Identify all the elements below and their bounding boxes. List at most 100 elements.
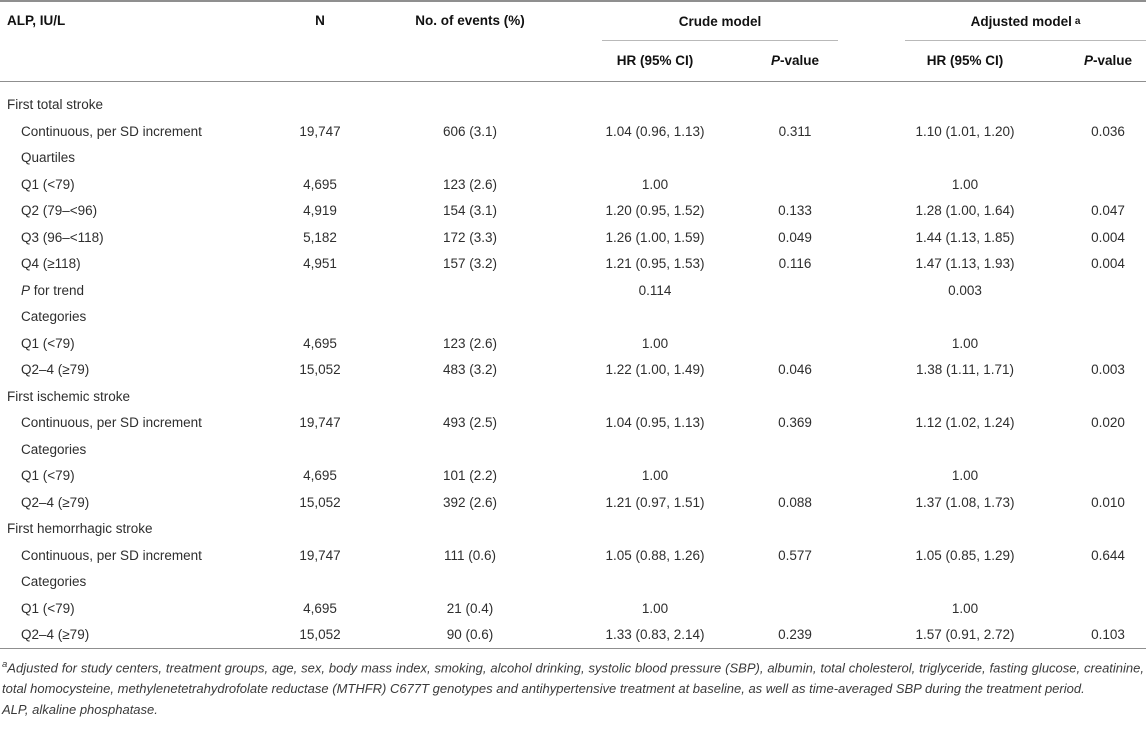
row-label: Continuous, per SD increment bbox=[0, 542, 280, 569]
n-value: 4,695 bbox=[303, 176, 337, 192]
row-label: Q1 (<79) bbox=[0, 595, 280, 622]
row-label: Q2–4 (≥79) bbox=[0, 489, 280, 516]
events-value: 21 (0.4) bbox=[446, 600, 494, 616]
table-row: Q2 (79–<96) 4,919 154 (3.1) 1.20 (0.95, 1.5… bbox=[0, 198, 1146, 225]
row-label-text: Continuous, per SD increment bbox=[21, 547, 202, 563]
p-rest: -value bbox=[1093, 53, 1133, 69]
table-row: First ischemic stroke bbox=[0, 383, 1146, 410]
events-value: 123 (2.6) bbox=[442, 335, 498, 351]
crude-p-value: 0.116 bbox=[778, 256, 812, 272]
crude-hr-value: 1.00 bbox=[641, 176, 669, 192]
crude-p-value bbox=[730, 516, 860, 543]
crude-hr-value bbox=[580, 516, 730, 543]
crude-hr-value: 1.00 bbox=[641, 468, 669, 484]
events-value: 172 (3.3) bbox=[442, 229, 498, 245]
adjusted-hr-value: 1.10 (1.01, 1.20) bbox=[915, 123, 1015, 139]
row-label-text: Q1 (<79) bbox=[21, 600, 75, 616]
events-value: 154 (3.1) bbox=[442, 203, 498, 219]
table-row: Q2–4 (≥79) 15,052 90 (0.6) 1.33 (0.83, 2.14… bbox=[0, 622, 1146, 649]
adjusted-p-value bbox=[1070, 171, 1146, 198]
crude-hr-value: 1.00 bbox=[641, 335, 669, 351]
adjusted-p-value bbox=[1070, 277, 1146, 304]
table-footnotes: aAdjusted for study centers, treatment g… bbox=[0, 649, 1146, 728]
crude-p-value: 0.133 bbox=[778, 203, 812, 219]
table-header: ALP, IU/L N No. of events (%) Crude mode… bbox=[0, 1, 1146, 82]
footnote-abbreviation: ALP, alkaline phosphatase. bbox=[2, 702, 158, 718]
crude-p-value: 0.311 bbox=[778, 123, 812, 139]
adjusted-p-value: 0.003 bbox=[1091, 362, 1125, 378]
adjusted-model-spanner: Adjusted model a bbox=[905, 2, 1146, 41]
crude-p-value: 0.577 bbox=[778, 547, 812, 563]
adjusted-hr-value: 1.05 (0.85, 1.29) bbox=[915, 547, 1015, 563]
column-header-crude-pvalue: P-value bbox=[730, 41, 861, 82]
events-value: 483 (3.2) bbox=[442, 362, 498, 378]
crude-p-value: 0.046 bbox=[778, 362, 812, 378]
adjusted-p-value: 0.103 bbox=[1091, 627, 1125, 643]
row-label: Q1 (<79) bbox=[0, 171, 280, 198]
crude-hr-value: 1.22 (1.00, 1.49) bbox=[605, 362, 705, 378]
n-value bbox=[280, 569, 360, 596]
adjusted-hr-value bbox=[860, 383, 1070, 410]
n-value bbox=[280, 383, 360, 410]
n-value: 15,052 bbox=[299, 362, 341, 378]
crude-p-value: 0.088 bbox=[778, 494, 812, 510]
row-label-text: Quartiles bbox=[21, 150, 76, 166]
crude-p-value bbox=[730, 304, 860, 331]
crude-p-value bbox=[730, 171, 860, 198]
row-label: Q4 (≥118) bbox=[0, 251, 280, 278]
n-value: 4,695 bbox=[303, 468, 337, 484]
row-label: Quartiles bbox=[0, 145, 280, 172]
adjusted-hr-value: 1.00 bbox=[951, 468, 979, 484]
adjusted-hr-value bbox=[860, 436, 1070, 463]
p-italic: P bbox=[770, 53, 780, 69]
adjusted-p-value: 0.644 bbox=[1091, 547, 1125, 563]
adjusted-p-value bbox=[1070, 516, 1146, 543]
n-value: 5,182 bbox=[303, 229, 337, 245]
crude-hr-value bbox=[580, 145, 730, 172]
row-label-text: Q1 (<79) bbox=[21, 176, 75, 192]
adjusted-hr-value bbox=[860, 516, 1070, 543]
column-header-adjusted-pvalue: P-value bbox=[1070, 41, 1146, 82]
table-row: Categories bbox=[0, 569, 1146, 596]
adjusted-model-label: Adjusted model bbox=[970, 13, 1072, 29]
table-row: Quartiles bbox=[0, 145, 1146, 172]
row-label-text: Q1 (<79) bbox=[21, 335, 75, 351]
crude-hr-value bbox=[580, 436, 730, 463]
footnote-marker-a: a bbox=[2, 659, 8, 670]
column-header-events: No. of events (%) bbox=[360, 1, 580, 82]
adjusted-p-value bbox=[1070, 569, 1146, 596]
adjusted-p-value: 0.020 bbox=[1091, 415, 1125, 431]
row-label: Categories bbox=[0, 436, 280, 463]
crude-p-value bbox=[730, 595, 860, 622]
crude-hr-value: 1.00 bbox=[641, 600, 669, 616]
adjusted-p-value bbox=[1070, 81, 1146, 118]
row-label-text: Q3 (96–<118) bbox=[21, 229, 104, 245]
adjusted-hr-value: 1.28 (1.00, 1.64) bbox=[915, 203, 1015, 219]
crude-hr-value: 1.04 (0.96, 1.13) bbox=[605, 123, 705, 139]
n-value: 4,695 bbox=[303, 335, 337, 351]
table-row: Categories bbox=[0, 304, 1146, 331]
row-label-text: Q1 (<79) bbox=[21, 468, 75, 484]
adjusted-hr-value: 1.44 (1.13, 1.85) bbox=[915, 229, 1015, 245]
row-label-text: for trend bbox=[30, 282, 85, 298]
crude-p-value: 0.049 bbox=[778, 229, 812, 245]
crude-p-value: 0.239 bbox=[778, 627, 812, 643]
column-group-crude-model: Crude model bbox=[580, 1, 860, 41]
row-label: First ischemic stroke bbox=[0, 383, 280, 410]
p-italic: P bbox=[1084, 53, 1094, 69]
n-value bbox=[280, 277, 360, 304]
crude-p-value bbox=[730, 81, 860, 118]
n-value bbox=[280, 304, 360, 331]
table-row: Q3 (96–<118) 5,182 172 (3.3) 1.26 (1.00, 1.… bbox=[0, 224, 1146, 251]
table-row: Q1 (<79) 4,695 123 (2.6) 1.00 1.00 bbox=[0, 171, 1146, 198]
row-label-text: Continuous, per SD increment bbox=[21, 123, 202, 139]
table-row: Continuous, per SD increment 19,747 606 (3… bbox=[0, 118, 1146, 145]
crude-hr-value: 1.20 (0.95, 1.52) bbox=[605, 203, 705, 219]
adjusted-p-value bbox=[1070, 304, 1146, 331]
n-value bbox=[280, 436, 360, 463]
events-value: 90 (0.6) bbox=[446, 627, 494, 643]
events-value: 606 (3.1) bbox=[442, 123, 498, 139]
adjusted-hr-value: 1.12 (1.02, 1.24) bbox=[915, 415, 1015, 431]
table-row: Q2–4 (≥79) 15,052 483 (3.2) 1.22 (1.00, 1.4… bbox=[0, 357, 1146, 384]
adjusted-hr-value: 0.003 bbox=[948, 282, 982, 298]
